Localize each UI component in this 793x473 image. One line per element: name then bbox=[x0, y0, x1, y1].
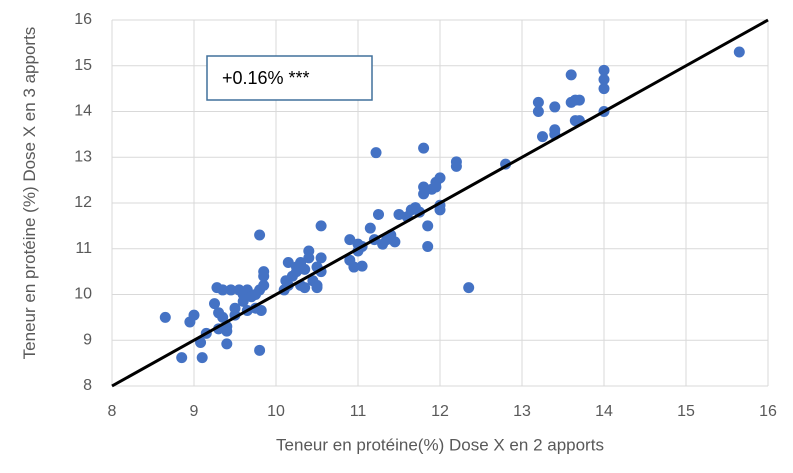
point bbox=[450, 160, 462, 172]
reference-line bbox=[111, 18, 769, 388]
point bbox=[344, 234, 356, 246]
point bbox=[315, 220, 327, 232]
y-tick-label: 8 bbox=[83, 377, 92, 394]
y-tick-label: 14 bbox=[74, 103, 92, 120]
point bbox=[573, 94, 585, 106]
point bbox=[430, 181, 442, 193]
y-tick-label: 10 bbox=[74, 286, 92, 303]
point bbox=[434, 172, 446, 184]
y-tick-label: 12 bbox=[74, 194, 92, 211]
point bbox=[188, 309, 200, 321]
point bbox=[463, 282, 475, 294]
point bbox=[418, 142, 430, 154]
annotation-box bbox=[206, 55, 373, 101]
x-tick-label: 8 bbox=[108, 403, 117, 420]
point bbox=[434, 204, 446, 216]
x-axis-title: Teneur en protéine(%) Dose X en 2 apport… bbox=[276, 435, 604, 454]
x-tick-label: 16 bbox=[759, 403, 777, 420]
point bbox=[370, 147, 382, 159]
point bbox=[549, 101, 561, 113]
point bbox=[254, 229, 266, 241]
point bbox=[311, 282, 323, 294]
point bbox=[299, 263, 311, 275]
point bbox=[364, 222, 376, 234]
point bbox=[532, 106, 544, 117]
y-tick-label: 13 bbox=[74, 148, 92, 165]
annotation: +0.16% *** bbox=[222, 68, 310, 88]
point bbox=[565, 69, 577, 81]
point bbox=[258, 270, 270, 282]
point bbox=[209, 298, 220, 310]
point bbox=[299, 282, 311, 294]
point bbox=[389, 236, 401, 248]
point bbox=[598, 64, 610, 76]
point bbox=[196, 352, 208, 364]
x-tick-label: 10 bbox=[267, 403, 285, 420]
point bbox=[303, 252, 315, 264]
point bbox=[422, 240, 434, 252]
point bbox=[221, 338, 233, 350]
point bbox=[282, 256, 294, 268]
point bbox=[217, 284, 229, 296]
point bbox=[221, 325, 233, 337]
point bbox=[373, 208, 384, 220]
x-tick-label: 15 bbox=[677, 403, 695, 420]
point bbox=[348, 261, 360, 273]
point bbox=[176, 352, 188, 364]
point bbox=[422, 220, 434, 232]
point bbox=[537, 131, 548, 143]
y-tick-label: 11 bbox=[75, 240, 92, 257]
point bbox=[225, 284, 237, 296]
point bbox=[532, 96, 544, 108]
point bbox=[733, 46, 745, 58]
point bbox=[598, 73, 610, 85]
x-tick-label: 14 bbox=[595, 403, 613, 420]
x-tick-label: 12 bbox=[431, 403, 449, 420]
point bbox=[254, 344, 266, 356]
x-tick-label: 11 bbox=[350, 403, 367, 420]
x-tick-label: 9 bbox=[190, 403, 199, 420]
point bbox=[159, 311, 171, 323]
y-axis-title: Teneur en protéine (%) Dose X en 3 appor… bbox=[20, 26, 39, 360]
y-tick-label: 16 bbox=[74, 11, 92, 28]
x-tick-label: 13 bbox=[513, 403, 531, 420]
point bbox=[598, 83, 610, 95]
y-tick-label: 15 bbox=[74, 57, 92, 74]
point bbox=[356, 260, 368, 272]
point bbox=[217, 311, 229, 323]
point bbox=[315, 252, 327, 264]
y-tick-label: 9 bbox=[83, 331, 92, 348]
point bbox=[258, 279, 270, 291]
